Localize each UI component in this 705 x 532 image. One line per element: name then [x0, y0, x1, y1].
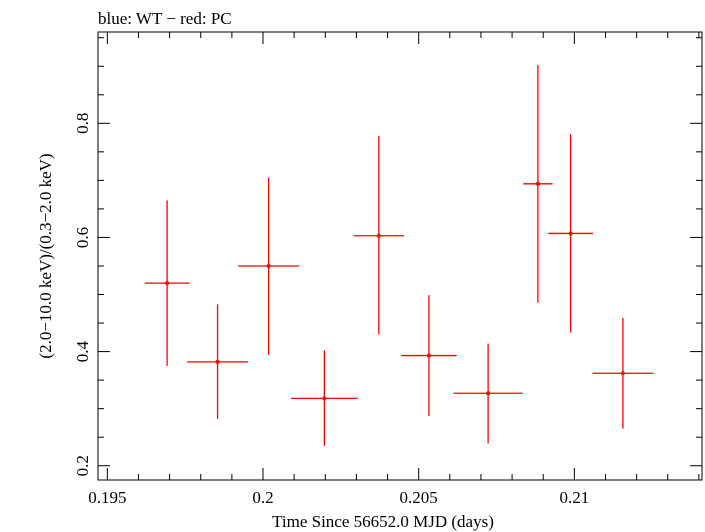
data-point-errorbar [548, 134, 594, 333]
data-point [486, 391, 491, 396]
chart-title: blue: WT − red: PC [98, 9, 232, 28]
data-point [165, 281, 170, 286]
data-point [568, 231, 573, 236]
data-point-errorbar [144, 200, 190, 366]
data-point [266, 263, 271, 268]
y-axis: 0.2 0.4 0.6 0.8 [73, 37, 702, 476]
y-tick-label: 0.4 [73, 340, 92, 362]
data-point-errorbar [238, 177, 300, 356]
y-tick-label: 0.6 [73, 227, 92, 248]
data-point-errorbar [401, 295, 457, 417]
data-point [620, 371, 625, 376]
y-tick-label: 0.8 [73, 113, 92, 134]
y-tick-label: 0.2 [73, 455, 92, 476]
data-point [426, 353, 431, 358]
data-series [144, 65, 654, 446]
y-axis-label: (2.0−10.0 keV)/(0.3−2.0 keV) [36, 153, 55, 358]
x-tick-label: 0.205 [400, 488, 438, 507]
x-axis: 0.195 0.2 0.205 0.21 [88, 32, 700, 507]
data-point-errorbar [187, 304, 249, 419]
x-tick-label: 0.195 [88, 488, 126, 507]
data-point [215, 359, 220, 364]
data-point-errorbar [353, 135, 405, 335]
data-point-errorbar [592, 317, 654, 429]
data-point [535, 181, 540, 186]
data-point-errorbar [523, 65, 553, 303]
x-tick-label: 0.2 [252, 488, 273, 507]
plot-frame [97, 31, 703, 481]
data-point [376, 233, 381, 238]
data-point-errorbar [291, 350, 358, 446]
data-point-errorbar [453, 343, 523, 444]
x-tick-label: 0.21 [559, 488, 589, 507]
x-axis-label: Time Since 56652.0 MJD (days) [272, 512, 494, 531]
data-point [322, 396, 327, 401]
